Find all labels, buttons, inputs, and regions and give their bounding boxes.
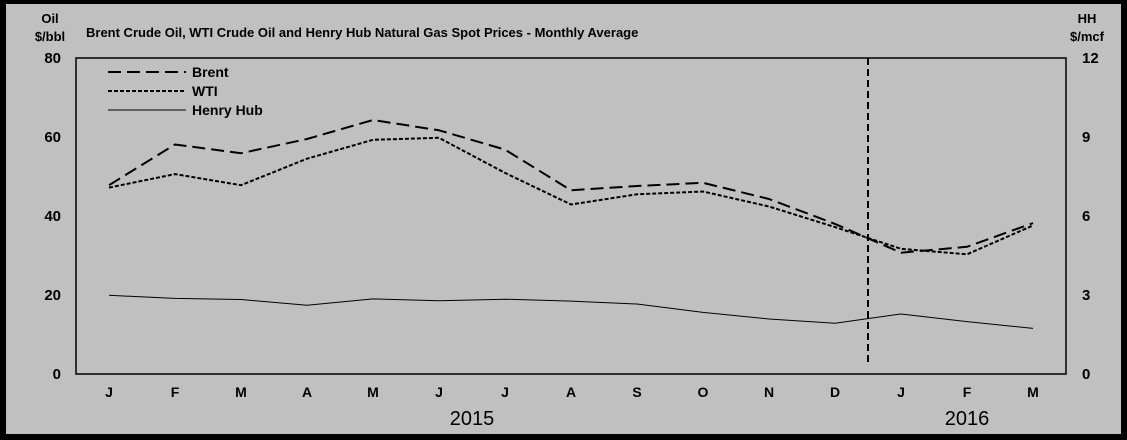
right-tick-label: 3 (1082, 287, 1090, 304)
year-label: 2016 (945, 408, 990, 430)
month-label: F (171, 384, 180, 400)
month-label: S (632, 384, 641, 400)
left-tick-label: 0 (53, 366, 61, 383)
left-tick-label: 20 (44, 287, 61, 304)
legend-label-henry-hub: Henry Hub (192, 102, 263, 118)
left-tick-label: 60 (44, 129, 61, 146)
left-tick-label: 40 (44, 208, 61, 225)
month-label: J (897, 384, 905, 400)
month-label: M (235, 384, 247, 400)
chart-title: Brent Crude Oil, WTI Crude Oil and Henry… (86, 25, 638, 40)
x-axis-year-labels: 2015 2016 (450, 408, 990, 430)
month-label: O (698, 384, 709, 400)
month-label: A (566, 384, 576, 400)
left-axis-ticks: 0 20 40 60 80 (44, 50, 61, 383)
right-axis-ticks: 0 3 6 9 12 (1082, 50, 1099, 383)
legend-label-brent: Brent (192, 64, 229, 80)
left-axis-title-line2: $/bbl (35, 29, 65, 44)
legend: Brent WTI Henry Hub (108, 64, 263, 118)
legend-label-wti: WTI (192, 83, 218, 99)
month-label: N (764, 384, 774, 400)
right-axis-title-line2: $/mcf (1070, 29, 1105, 44)
series-line-wti (108, 136, 1034, 256)
right-tick-label: 6 (1082, 208, 1090, 225)
month-label: D (830, 384, 840, 400)
month-label: J (105, 384, 113, 400)
left-axis-title-line1: Oil (41, 11, 58, 26)
month-label: J (435, 384, 443, 400)
right-tick-label: 0 (1082, 366, 1090, 383)
month-label: J (501, 384, 509, 400)
month-label: M (367, 384, 379, 400)
right-tick-label: 9 (1082, 129, 1090, 146)
left-tick-label: 80 (44, 50, 61, 67)
plot-area (75, 57, 1067, 375)
month-label: M (1027, 384, 1039, 400)
right-tick-label: 12 (1082, 50, 1099, 67)
series-lines (108, 119, 1034, 329)
month-label: A (302, 384, 312, 400)
month-label: F (963, 384, 972, 400)
series-line-henry-hub (108, 294, 1034, 329)
right-axis-title-line1: HH (1078, 11, 1097, 26)
chart-background (6, 4, 1121, 434)
year-label: 2015 (450, 408, 495, 430)
